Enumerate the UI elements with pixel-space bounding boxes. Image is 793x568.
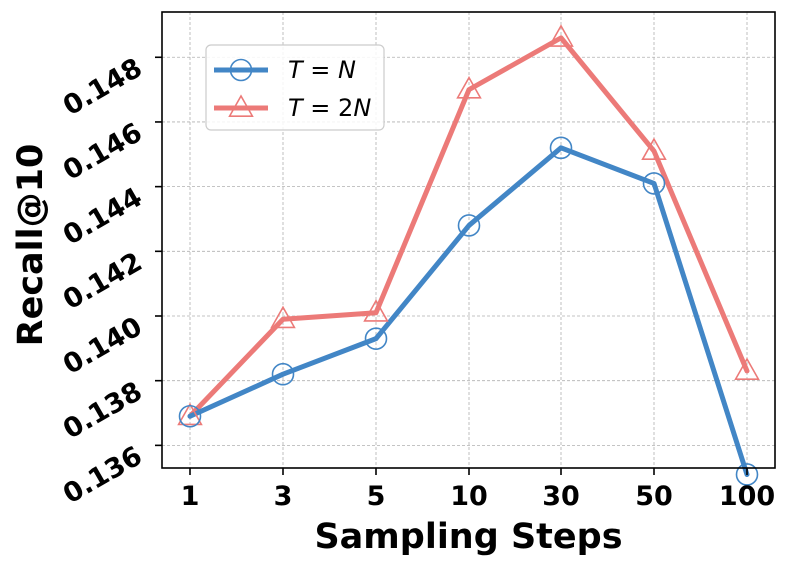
y-axis-label: Recall@10 [11, 144, 51, 347]
triangle-marker [363, 299, 389, 322]
circle-marker [642, 172, 666, 195]
legend-label: T = N [288, 56, 356, 84]
legend: T = NT = 2N [205, 44, 385, 131]
y-tick-label: 0.146 [58, 117, 147, 187]
y-tick-label: 0.144 [58, 182, 147, 252]
triangle-marker [270, 305, 296, 329]
legend-label-part: N [353, 94, 371, 122]
triangle-marker [456, 75, 482, 99]
triangle-marker [641, 137, 667, 161]
legend-label-part: = 2 [303, 94, 354, 122]
circle-marker [549, 136, 573, 160]
legend-label-part: N [338, 56, 356, 84]
y-tick-label: 0.148 [58, 52, 147, 122]
x-tick-label: 3 [274, 481, 293, 512]
y-tick-label: 0.136 [58, 441, 147, 511]
circle-marker [178, 404, 202, 428]
series-markers [177, 24, 760, 486]
triangle-marker [734, 357, 760, 380]
series-line-2 [187, 35, 750, 419]
circle-marker [457, 214, 481, 237]
circle-marker [271, 362, 295, 386]
legend-label-part: = [303, 56, 338, 84]
grid-lines [162, 12, 775, 468]
x-tick-label: 1 [181, 481, 200, 512]
circle-marker [364, 327, 388, 350]
x-tick-label: 30 [542, 481, 580, 512]
triangle-marker [177, 402, 203, 426]
x-axis-ticks: 1 3 5 10 30 50 100 [181, 468, 775, 512]
y-tick-label: 0.142 [58, 247, 147, 317]
triangle-marker [548, 24, 574, 47]
x-tick-label: 100 [719, 481, 775, 512]
series-line-1 [187, 145, 750, 477]
x-axis-label: Sampling Steps [314, 517, 622, 557]
x-tick-label: 50 [635, 481, 673, 512]
x-tick-label: 10 [450, 481, 488, 512]
y-tick-label: 0.138 [58, 376, 147, 446]
legend-triangle-icon [228, 94, 254, 117]
y-tick-label: 0.140 [58, 311, 147, 381]
series-lines [187, 35, 750, 477]
legend-label: T = 2N [288, 94, 371, 122]
legend-label-part: T [288, 56, 305, 84]
legend-label-part: T [288, 94, 305, 122]
legend-circle-icon [229, 58, 253, 82]
x-tick-label: 5 [367, 481, 386, 512]
circle-marker [735, 463, 759, 486]
